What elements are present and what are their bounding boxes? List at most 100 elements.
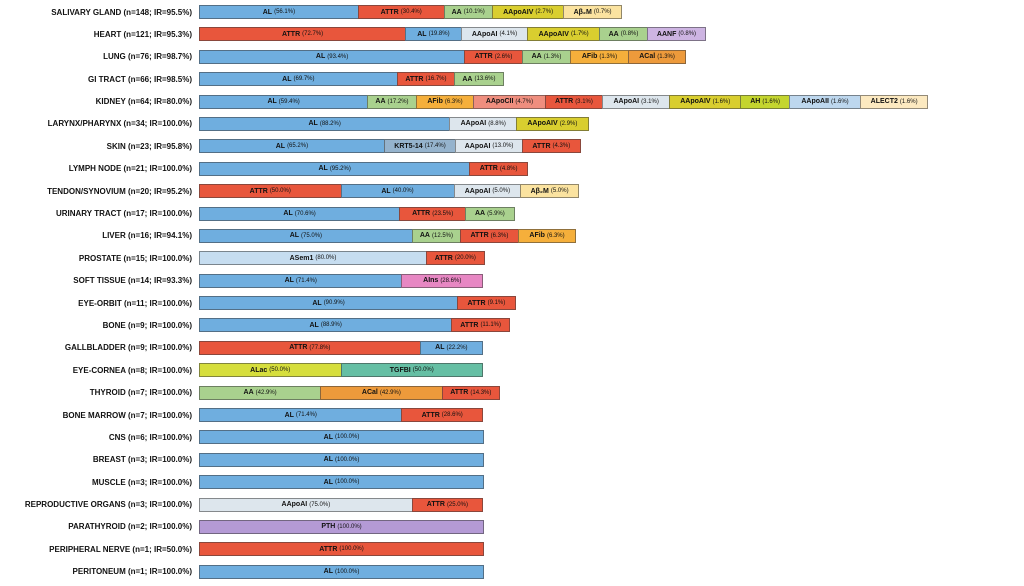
row-label: PARATHYROID (n=2; IR=100.0%) <box>68 522 192 532</box>
segment-protein-label: Aβ₂M <box>530 187 549 195</box>
segment-protein-label: Aβ₂M <box>573 8 592 16</box>
segment-percent-label: (5.0%) <box>550 188 569 195</box>
segment-percent-label: (100.0%) <box>334 434 360 441</box>
segment-percent-label: (6.3%) <box>490 232 509 239</box>
segment-percent-label: (95.2%) <box>329 165 351 172</box>
row-label: SOFT TISSUE (n=14; IR=93.3%) <box>73 276 192 286</box>
segment-percent-label: (59.4%) <box>278 98 300 105</box>
stacked-bar: AL (95.2%) ATTR (4.8%) <box>199 161 528 176</box>
segment-percent-label: (0.8%) <box>620 31 639 38</box>
bar-segment: AL (65.2%) <box>199 139 385 154</box>
row-label: BREAST (n=3; IR=100.0%) <box>92 455 192 465</box>
segment-protein-label: AL <box>283 210 293 218</box>
segment-percent-label: (13.6%) <box>474 76 496 83</box>
stacked-bar: AL (71.4%) AIns (28.6%) <box>199 273 483 288</box>
segment-percent-label: (23.5%) <box>432 210 454 217</box>
segment-percent-label: (4.8%) <box>499 165 518 172</box>
bar-segment: AL (59.4%) <box>199 94 369 109</box>
bar-segment: AL (70.6%) <box>199 206 401 221</box>
row-label: URINARY TRACT (n=17; IR=100.0%) <box>55 209 192 219</box>
bar-segment: AApoAIV (2.9%) <box>516 116 589 131</box>
segment-protein-label: AFib <box>427 98 443 106</box>
bar-segment: ATTR (6.3%) <box>460 228 519 243</box>
bar-segment: ACal (42.9%) <box>320 385 443 400</box>
segment-percent-label: (71.4%) <box>295 412 317 419</box>
segment-percent-label: (2.9%) <box>559 120 578 127</box>
bar-segment: AA (1.3%) <box>521 49 572 64</box>
bar-segment: AApoAIV (1.6%) <box>669 94 742 109</box>
chart-row: KIDNEY (n=64; IR=80.0%) AL (59.4%) AA (17.2%… <box>0 94 1024 109</box>
segment-percent-label: (9.1%) <box>487 300 506 307</box>
segment-percent-label: (1.6%) <box>899 98 918 105</box>
segment-protein-label: AL <box>284 277 294 285</box>
segment-percent-label: (100.0%) <box>339 546 364 553</box>
bar-segment: AANF (0.8%) <box>647 27 706 42</box>
segment-protein-label: KRT5-14 <box>394 142 423 150</box>
segment-percent-label: (42.9%) <box>379 389 401 396</box>
chart-row: PERITONEUM (n=1; IR=100.0%) AL (100.0%) <box>0 564 1024 579</box>
bar-segment: AA (42.9%) <box>199 385 322 400</box>
chart-row: LYMPH NODE (n=21; IR=100.0%) AL (95.2%) ATT… <box>0 161 1024 176</box>
row-label: CNS (n=6; IR=100.0%) <box>108 432 192 442</box>
chart-row: PROSTATE (n=15; IR=100.0%) ASem1 (80.0%) AT… <box>0 251 1024 266</box>
segment-percent-label: (28.6%) <box>441 412 463 419</box>
bar-segment: AL (100.0%) <box>199 475 484 490</box>
segment-percent-label: (17.4%) <box>424 143 446 150</box>
segment-protein-label: AApoAIV <box>503 8 534 16</box>
segment-protein-label: AH <box>750 98 761 106</box>
segment-protein-label: ATTR <box>249 187 268 195</box>
chart-row: BONE (n=9; IR=100.0%) AL (88.9%) ATTR (11.1%… <box>0 318 1024 333</box>
segment-protein-label: AL <box>308 120 318 128</box>
segment-percent-label: (1.6%) <box>762 98 781 105</box>
segment-percent-label: (50.0%) <box>269 367 291 374</box>
chart-row: MUSCLE (n=3; IR=100.0%) AL (100.0%) <box>0 475 1024 490</box>
segment-protein-label: AL <box>417 30 427 38</box>
segment-percent-label: (42.9%) <box>255 389 277 396</box>
bar-segment: AIns (28.6%) <box>401 273 483 288</box>
stacked-bar: AL (100.0%) <box>199 564 484 579</box>
segment-percent-label: (8.8%) <box>488 120 506 127</box>
segment-protein-label: ATTR <box>555 98 574 106</box>
segment-percent-label: (12.5%) <box>432 232 454 239</box>
bar-segment: PTH (100.0%) <box>199 519 484 534</box>
chart-row: TENDON/SYNOVIUM (n=20; IR=95.2%) ATTR (50.… <box>0 184 1024 199</box>
segment-percent-label: (80.0%) <box>315 255 337 262</box>
segment-protein-label: PTH <box>321 523 336 531</box>
segment-protein-label: ATTR <box>426 501 445 509</box>
segment-percent-label: (0.7%) <box>593 9 612 15</box>
segment-protein-label: ASem1 <box>289 254 314 262</box>
segment-protein-label: AL <box>284 411 294 419</box>
segment-percent-label: (100.0%) <box>334 568 360 575</box>
chart-row: SKIN (n=23; IR=95.8%) AL (65.2%) KRT5-14 (17… <box>0 139 1024 154</box>
segment-protein-label: ATTR <box>474 53 493 61</box>
chart-row: EYE-CORNEA (n=8; IR=100.0%) ALac (50.0%) TG… <box>0 363 1024 378</box>
segment-percent-label: (10.1%) <box>463 9 485 15</box>
segment-protein-label: AA <box>451 8 462 16</box>
segment-protein-label: AL <box>435 344 445 352</box>
stacked-bar: AL (75.0%) AA (12.5%) ATTR (6.3%) AFib (6.3%) <box>199 228 577 243</box>
segment-percent-label: (22.2%) <box>446 344 468 351</box>
chart-row: URINARY TRACT (n=17; IR=100.0%) AL (70.6%)… <box>0 206 1024 221</box>
segment-protein-label: AApoAI <box>281 501 308 509</box>
segment-protein-label: ALac <box>250 366 268 374</box>
segment-protein-label: ATTR <box>479 165 498 173</box>
segment-percent-label: (50.0%) <box>412 367 434 374</box>
segment-percent-label: (100.0%) <box>334 479 360 486</box>
row-label: LYMPH NODE (n=21; IR=100.0%) <box>68 164 192 174</box>
chart-row: REPRODUCTIVE ORGANS (n=3; IR=100.0%) AApo… <box>0 497 1024 512</box>
bar-segment: Aβ₂M (5.0%) <box>520 184 579 199</box>
segment-percent-label: (93.4%) <box>327 53 349 60</box>
bar-segment: AL (22.2%) <box>419 340 483 355</box>
bar-segment: AApoAIV (1.7%) <box>527 27 600 42</box>
row-label: LUNG (n=76; IR=98.7%) <box>103 52 192 62</box>
segment-percent-label: (6.3%) <box>546 232 565 239</box>
segment-percent-label: (0.8%) <box>678 31 697 38</box>
bar-segment: AL (100.0%) <box>199 430 484 445</box>
chart-row: LIVER (n=16; IR=94.1%) AL (75.0%) AA (12.5%)… <box>0 228 1024 243</box>
bar-segment: AA (12.5%) <box>411 228 462 243</box>
segment-protein-label: AL <box>315 53 326 61</box>
bar-segment: AApoAI (13.0%) <box>455 139 523 154</box>
segment-percent-label: (72.7%) <box>302 31 324 38</box>
stacked-bar: AA (42.9%) ACal (42.9%) ATTR (14.3%) <box>199 385 501 400</box>
